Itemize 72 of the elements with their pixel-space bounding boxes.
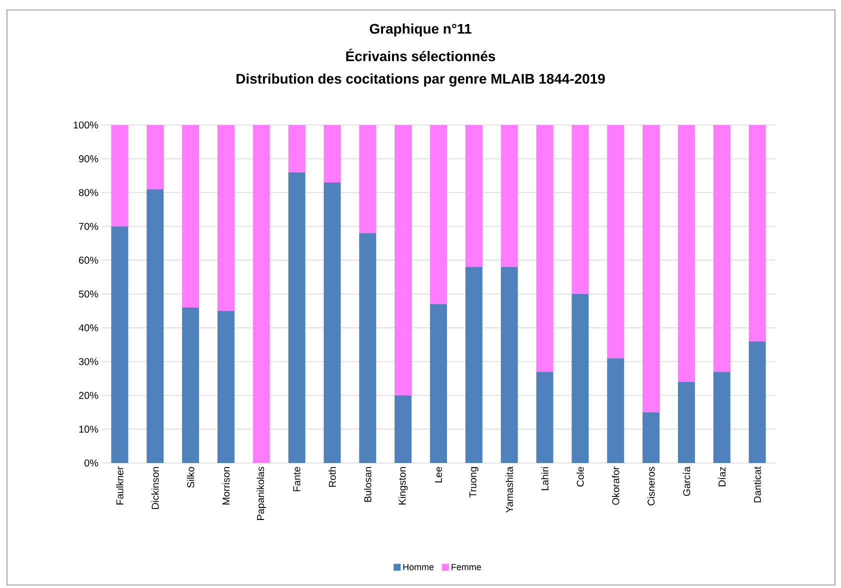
bar [324,182,341,463]
bar [642,412,660,463]
x-tick-label: Díaz [718,467,726,486]
y-tick-label: 0% [84,459,98,467]
x-tick-label: Truong [469,467,478,498]
x-tick-label: Yamashita [506,466,513,513]
bar [678,382,695,463]
bar [607,124,624,358]
x-tick-label: Silko [186,466,194,488]
x-tick-label: Bulosan [364,467,372,502]
x-tick-label: Danticat [754,466,761,502]
x-tick-label: Morrison [222,467,230,504]
bar [607,358,624,463]
x-tick-label: Papanikolas [256,466,266,520]
bar [111,124,128,226]
bar [536,124,554,372]
bar [678,124,695,382]
y-tick-label: 100% [74,121,98,129]
bar [536,372,554,463]
legend-label: Homme [403,564,434,570]
x-tick-label: Faulkner [116,466,124,504]
bar [111,226,128,463]
x-tick-label: Kingston [398,467,408,504]
bar [713,372,730,463]
bar [500,124,518,267]
bar [359,124,376,234]
bar [572,124,589,294]
y-tick-label: 40% [78,324,98,332]
y-tick-label: 50% [78,290,98,298]
bar [217,310,234,463]
bar [359,233,376,463]
bar [146,189,164,463]
bar [182,124,200,308]
bar [465,124,482,267]
y-tick-label: 20% [79,392,98,399]
bar [217,124,234,311]
x-tick-label: Lee [435,466,442,482]
x-tick-label: Roth [328,467,336,487]
bar [394,395,412,463]
bar [500,266,518,463]
y-tick-label: 90% [79,155,98,162]
x-tick-label: Dickinson [151,467,159,509]
bar [288,172,306,463]
x-tick-label: Cole [576,466,584,487]
bar [146,124,164,190]
chart-title: Graphique n°11 [370,23,472,36]
bar [288,124,306,172]
bar [394,124,412,396]
chart-subtitle: Écrivains sélectionnés [346,48,496,62]
x-tick-label: Okorafor [612,466,620,505]
bar [252,124,270,463]
bar [572,294,589,463]
bar [713,124,730,372]
bar [642,124,660,412]
y-tick-label: 10% [79,426,98,433]
bar [465,266,482,463]
bar [430,304,448,463]
x-tick-label: Lahiri [541,467,548,490]
text: Distribution des cocitations par genre MLAIB 1844-2019 [236,73,605,87]
bar [430,124,448,304]
bar [324,124,341,182]
y-tick-label: 80% [78,189,98,196]
x-tick-label: Fante [293,466,300,492]
bar [182,308,200,463]
y-tick-label: 30% [78,358,98,366]
bar [748,124,766,342]
bar [748,341,766,463]
x-tick-label: Cisneros [647,466,655,506]
y-tick-label: 60% [79,256,98,264]
legend-label: Femme [452,564,481,570]
y-tick-label: 70% [79,222,98,230]
x-tick-label: García [682,466,690,496]
